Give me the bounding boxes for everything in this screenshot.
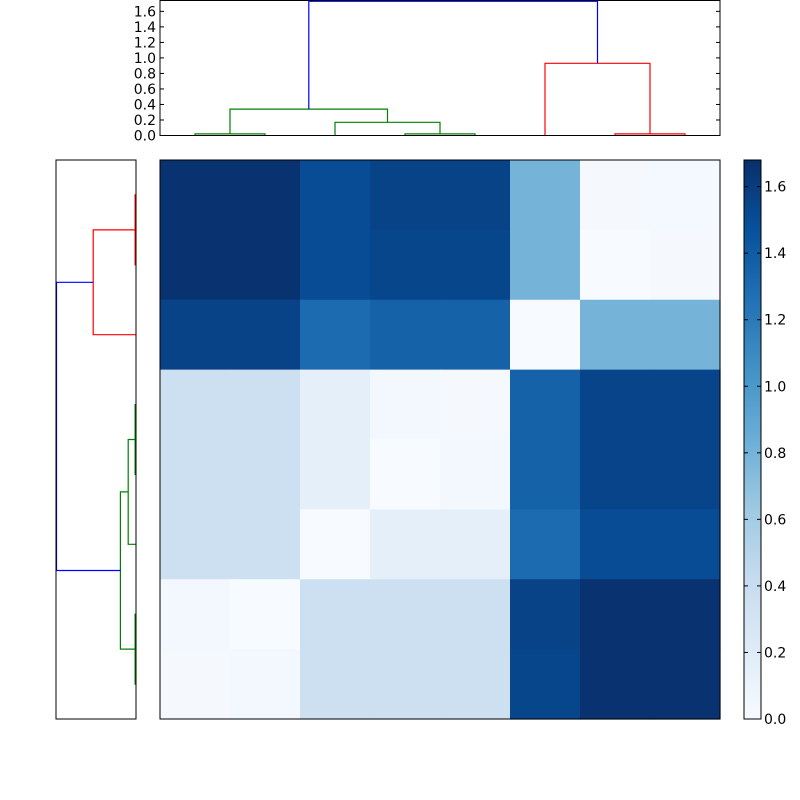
heatmap-cell bbox=[440, 509, 511, 580]
heatmap-cell bbox=[370, 299, 441, 371]
colorbar-ticks: 0.0 0.2 0.4 0.6 0.8 1.0 1.2 1.4 1.6 bbox=[744, 180, 786, 728]
heatmap-cell bbox=[440, 299, 511, 371]
heatmap-cell bbox=[440, 229, 511, 301]
heatmap-cell bbox=[580, 160, 651, 231]
heatmap-cell bbox=[510, 649, 581, 720]
heatmap-cell bbox=[370, 579, 441, 650]
colorbar: 0.0 0.2 0.4 0.6 0.8 1.0 1.2 1.4 1.6 bbox=[743, 159, 786, 728]
heatmap-cell bbox=[580, 579, 651, 650]
heatmap-cell bbox=[510, 299, 581, 371]
heatmap-cell bbox=[440, 439, 511, 510]
heatmap-cell bbox=[160, 229, 231, 301]
heatmap-cell bbox=[650, 369, 721, 441]
heatmap-cell bbox=[230, 579, 301, 650]
heatmap-cell bbox=[160, 299, 231, 371]
heatmap-cell bbox=[580, 649, 651, 720]
heatmap-cell bbox=[370, 509, 441, 580]
colorbar-tick-label: 1.0 bbox=[764, 379, 786, 395]
heatmap-cell bbox=[580, 439, 651, 510]
top-dendrogram-link bbox=[308, 0, 599, 110]
heatmap-cell bbox=[650, 579, 721, 650]
heatmap-cell bbox=[580, 369, 651, 441]
heatmap-cell bbox=[230, 439, 301, 510]
heatmap-cell bbox=[370, 439, 441, 510]
heatmap-cell bbox=[300, 369, 371, 441]
heatmap-cell bbox=[160, 439, 231, 510]
colorbar-gradient bbox=[744, 160, 761, 719]
heatmap-cell bbox=[300, 160, 371, 231]
heatmap-cell bbox=[230, 299, 301, 371]
heatmap-cell bbox=[160, 509, 231, 580]
top-dendrogram-tick-label: 1.6 bbox=[134, 4, 156, 20]
top-dendrogram-tick-label: 1.0 bbox=[134, 51, 156, 67]
heatmap-cell bbox=[160, 579, 231, 650]
heatmap-cell bbox=[230, 509, 301, 580]
left-dendrogram bbox=[55, 159, 137, 720]
top-dendrogram-y-ticks: 0.00.20.40.60.81.01.21.41.6 bbox=[134, 4, 720, 145]
heatmap-cell bbox=[510, 160, 581, 231]
heatmap-cell bbox=[650, 509, 721, 580]
heatmap-cell bbox=[300, 229, 371, 301]
colorbar-tick-label: 0.2 bbox=[764, 645, 786, 661]
top-dendrogram-tick-label: 0.6 bbox=[134, 82, 156, 98]
heatmap-cell bbox=[370, 160, 441, 231]
colorbar-tick-label: 0.4 bbox=[764, 579, 786, 595]
heatmap-cell bbox=[300, 299, 371, 371]
heatmap-cell bbox=[300, 509, 371, 580]
colorbar-tick-label: 0.0 bbox=[764, 712, 786, 728]
heatmap-cell bbox=[300, 579, 371, 650]
heatmap-cell bbox=[300, 649, 371, 720]
heatmap-cell bbox=[650, 299, 721, 371]
heatmap-cell bbox=[650, 649, 721, 720]
heatmap-cell bbox=[230, 649, 301, 720]
heatmap-cell bbox=[300, 439, 371, 510]
heatmap-cell bbox=[510, 229, 581, 301]
heatmap bbox=[159, 159, 721, 720]
colorbar-tick-label: 0.8 bbox=[764, 446, 786, 462]
heatmap-cell bbox=[440, 160, 511, 231]
heatmap-cell bbox=[510, 369, 581, 441]
heatmap-cell bbox=[650, 229, 721, 301]
heatmap-cell bbox=[230, 160, 301, 231]
colorbar-tick-label: 1.2 bbox=[764, 313, 786, 329]
heatmap-cell bbox=[370, 649, 441, 720]
heatmap-cells bbox=[160, 160, 721, 720]
heatmap-cell bbox=[230, 369, 301, 441]
heatmap-cell bbox=[580, 299, 651, 371]
heatmap-cell bbox=[580, 229, 651, 301]
heatmap-cell bbox=[160, 160, 231, 231]
heatmap-cell bbox=[510, 439, 581, 510]
top-dendrogram-links bbox=[194, 0, 686, 136]
heatmap-cell bbox=[440, 649, 511, 720]
heatmap-cell bbox=[650, 439, 721, 510]
heatmap-cell bbox=[440, 579, 511, 650]
top-dendrogram-tick-label: 1.4 bbox=[134, 20, 156, 36]
top-dendrogram-frame bbox=[159, 0, 721, 136]
heatmap-cell bbox=[510, 579, 581, 650]
colorbar-frame bbox=[743, 159, 762, 720]
heatmap-frame bbox=[159, 159, 721, 720]
heatmap-cell bbox=[370, 229, 441, 301]
top-dendrogram: 0.00.20.40.60.81.01.21.41.6 bbox=[134, 0, 721, 145]
top-dendrogram-tick-label: 0.2 bbox=[134, 113, 156, 129]
top-dendrogram-tick-label: 0.4 bbox=[134, 97, 156, 113]
colorbar-tick-label: 1.4 bbox=[764, 246, 786, 262]
heatmap-cell bbox=[160, 649, 231, 720]
colorbar-tick-label: 1.6 bbox=[764, 180, 786, 196]
heatmap-cell bbox=[230, 229, 301, 301]
heatmap-cell bbox=[510, 509, 581, 580]
colorbar-tick-label: 0.6 bbox=[764, 512, 786, 528]
top-dendrogram-tick-label: 0.0 bbox=[134, 129, 156, 145]
top-dendrogram-tick-label: 0.8 bbox=[134, 66, 156, 82]
heatmap-cell bbox=[580, 509, 651, 580]
heatmap-cell bbox=[440, 369, 511, 441]
top-dendrogram-tick-label: 1.2 bbox=[134, 35, 156, 51]
heatmap-cell bbox=[370, 369, 441, 441]
left-dendrogram-frame bbox=[55, 159, 137, 720]
heatmap-cell bbox=[650, 160, 721, 231]
heatmap-cell bbox=[160, 369, 231, 441]
